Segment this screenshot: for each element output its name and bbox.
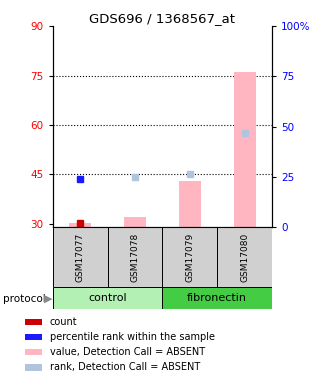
Bar bbox=[25, 318, 42, 325]
Bar bbox=[25, 334, 42, 340]
FancyBboxPatch shape bbox=[162, 227, 217, 287]
Bar bbox=[179, 181, 201, 227]
Title: GDS696 / 1368567_at: GDS696 / 1368567_at bbox=[89, 12, 236, 25]
Text: GSM17078: GSM17078 bbox=[131, 232, 140, 282]
FancyBboxPatch shape bbox=[108, 227, 162, 287]
FancyBboxPatch shape bbox=[53, 287, 162, 309]
Text: fibronectin: fibronectin bbox=[187, 293, 247, 303]
Text: protocol: protocol bbox=[3, 294, 46, 303]
Text: count: count bbox=[50, 316, 77, 327]
Bar bbox=[25, 364, 42, 370]
Text: control: control bbox=[88, 293, 127, 303]
Bar bbox=[124, 217, 146, 227]
Text: GSM17079: GSM17079 bbox=[185, 232, 194, 282]
FancyBboxPatch shape bbox=[162, 287, 272, 309]
Bar bbox=[69, 223, 91, 227]
Text: percentile rank within the sample: percentile rank within the sample bbox=[50, 332, 215, 342]
Text: value, Detection Call = ABSENT: value, Detection Call = ABSENT bbox=[50, 347, 205, 357]
Text: rank, Detection Call = ABSENT: rank, Detection Call = ABSENT bbox=[50, 363, 200, 372]
Text: GSM17080: GSM17080 bbox=[240, 232, 249, 282]
Text: ▶: ▶ bbox=[44, 294, 53, 303]
Text: GSM17077: GSM17077 bbox=[76, 232, 85, 282]
Bar bbox=[234, 72, 256, 227]
FancyBboxPatch shape bbox=[217, 227, 272, 287]
FancyBboxPatch shape bbox=[53, 227, 108, 287]
Bar bbox=[25, 349, 42, 355]
